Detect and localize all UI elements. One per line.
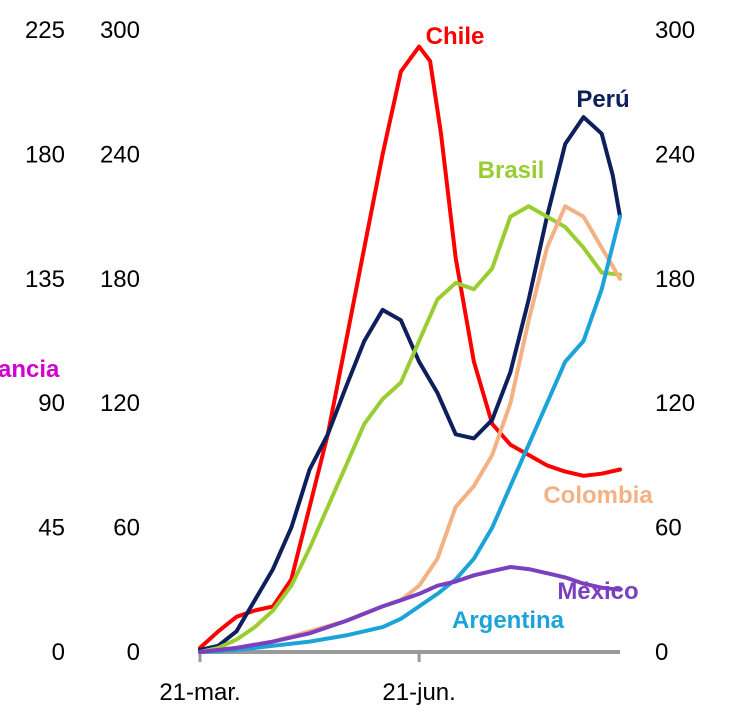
series-label-colombia: Colombia (543, 482, 653, 509)
y-tick-right: 240 (655, 141, 695, 168)
y-tick-left-inner: 300 (100, 17, 140, 44)
y-tick-left-outer: 135 (25, 266, 65, 293)
series-line-chile (198, 44, 622, 650)
y-axis-right: 0 60 120 180 240 300 (655, 17, 695, 666)
y-axis-left-inner: 0 60 120 180 240 300 (100, 17, 140, 666)
y-tick-right: 300 (655, 17, 695, 44)
x-tick-label: 21-jun. (382, 679, 455, 706)
y-tick-left-outer: 180 (25, 141, 65, 168)
y-tick-left-inner: 0 (127, 639, 140, 666)
y-tick-right: 60 (655, 515, 682, 542)
y-tick-left-outer: 225 (25, 17, 65, 44)
series-line-brasil (198, 204, 622, 654)
y-tick-left-inner: 120 (100, 390, 140, 417)
series-line-perú (198, 115, 622, 652)
y-tick-left-inner: 240 (100, 141, 140, 168)
left-axis-label: ancia (0, 356, 60, 383)
y-tick-left-outer: 0 (52, 639, 65, 666)
series-label-brasil: Brasil (478, 157, 545, 184)
y-tick-right: 180 (655, 266, 695, 293)
y-tick-left-inner: 180 (100, 266, 140, 293)
y-tick-right: 0 (655, 639, 668, 666)
series-label-argentina: Argentina (452, 607, 565, 634)
series-lines (198, 44, 622, 654)
y-axis-left-outer: 0 45 90 135 180 225 (25, 17, 65, 666)
x-axis: 21-mar. 21-jun. (159, 650, 620, 706)
y-tick-left-outer: 45 (38, 515, 65, 542)
y-tick-left-outer: 90 (38, 390, 65, 417)
series-label-chile: Chile (426, 23, 485, 50)
series-label-perú: Perú (576, 86, 629, 113)
x-tick-label: 21-mar. (159, 679, 240, 706)
series-label-méxico: México (557, 578, 638, 605)
series-line-méxico (198, 565, 622, 654)
y-tick-right: 120 (655, 390, 695, 417)
y-tick-left-inner: 60 (113, 515, 140, 542)
